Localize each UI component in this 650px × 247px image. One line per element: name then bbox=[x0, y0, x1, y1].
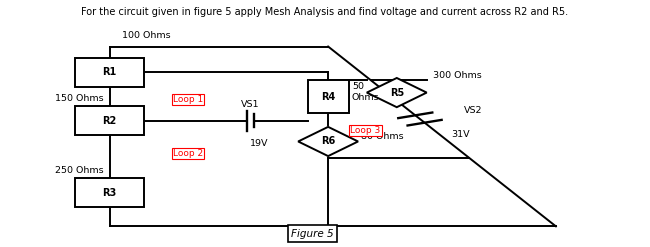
Text: VS2: VS2 bbox=[463, 105, 482, 115]
Text: 150 Ohms: 150 Ohms bbox=[55, 94, 103, 103]
Text: Loop 2: Loop 2 bbox=[173, 149, 203, 158]
Bar bbox=[75, 58, 144, 87]
Bar bbox=[75, 178, 144, 207]
Text: R5: R5 bbox=[389, 88, 404, 98]
Text: 80 Ohms: 80 Ohms bbox=[361, 132, 404, 142]
Text: For the circuit given in figure 5 apply Mesh Analysis and find voltage and curre: For the circuit given in figure 5 apply … bbox=[81, 7, 569, 17]
Text: 100 Ohms: 100 Ohms bbox=[122, 31, 171, 40]
Text: 50
Ohms: 50 Ohms bbox=[352, 82, 380, 102]
Text: Loop 1: Loop 1 bbox=[173, 95, 203, 104]
Text: 31V: 31V bbox=[451, 130, 470, 139]
Bar bbox=[307, 80, 348, 113]
Text: 19V: 19V bbox=[250, 139, 268, 148]
Bar bbox=[75, 106, 144, 135]
Text: 250 Ohms: 250 Ohms bbox=[55, 166, 103, 175]
Polygon shape bbox=[298, 127, 358, 156]
Text: VS1: VS1 bbox=[240, 101, 259, 109]
Text: R2: R2 bbox=[103, 116, 117, 126]
Text: R1: R1 bbox=[103, 67, 117, 77]
Text: R3: R3 bbox=[103, 188, 117, 198]
Text: Loop 3: Loop 3 bbox=[350, 126, 381, 135]
Polygon shape bbox=[367, 78, 426, 107]
Text: Figure 5: Figure 5 bbox=[291, 228, 334, 239]
Text: 300 Ohms: 300 Ohms bbox=[433, 71, 482, 80]
Text: R6: R6 bbox=[321, 137, 335, 146]
Text: R4: R4 bbox=[321, 92, 335, 102]
